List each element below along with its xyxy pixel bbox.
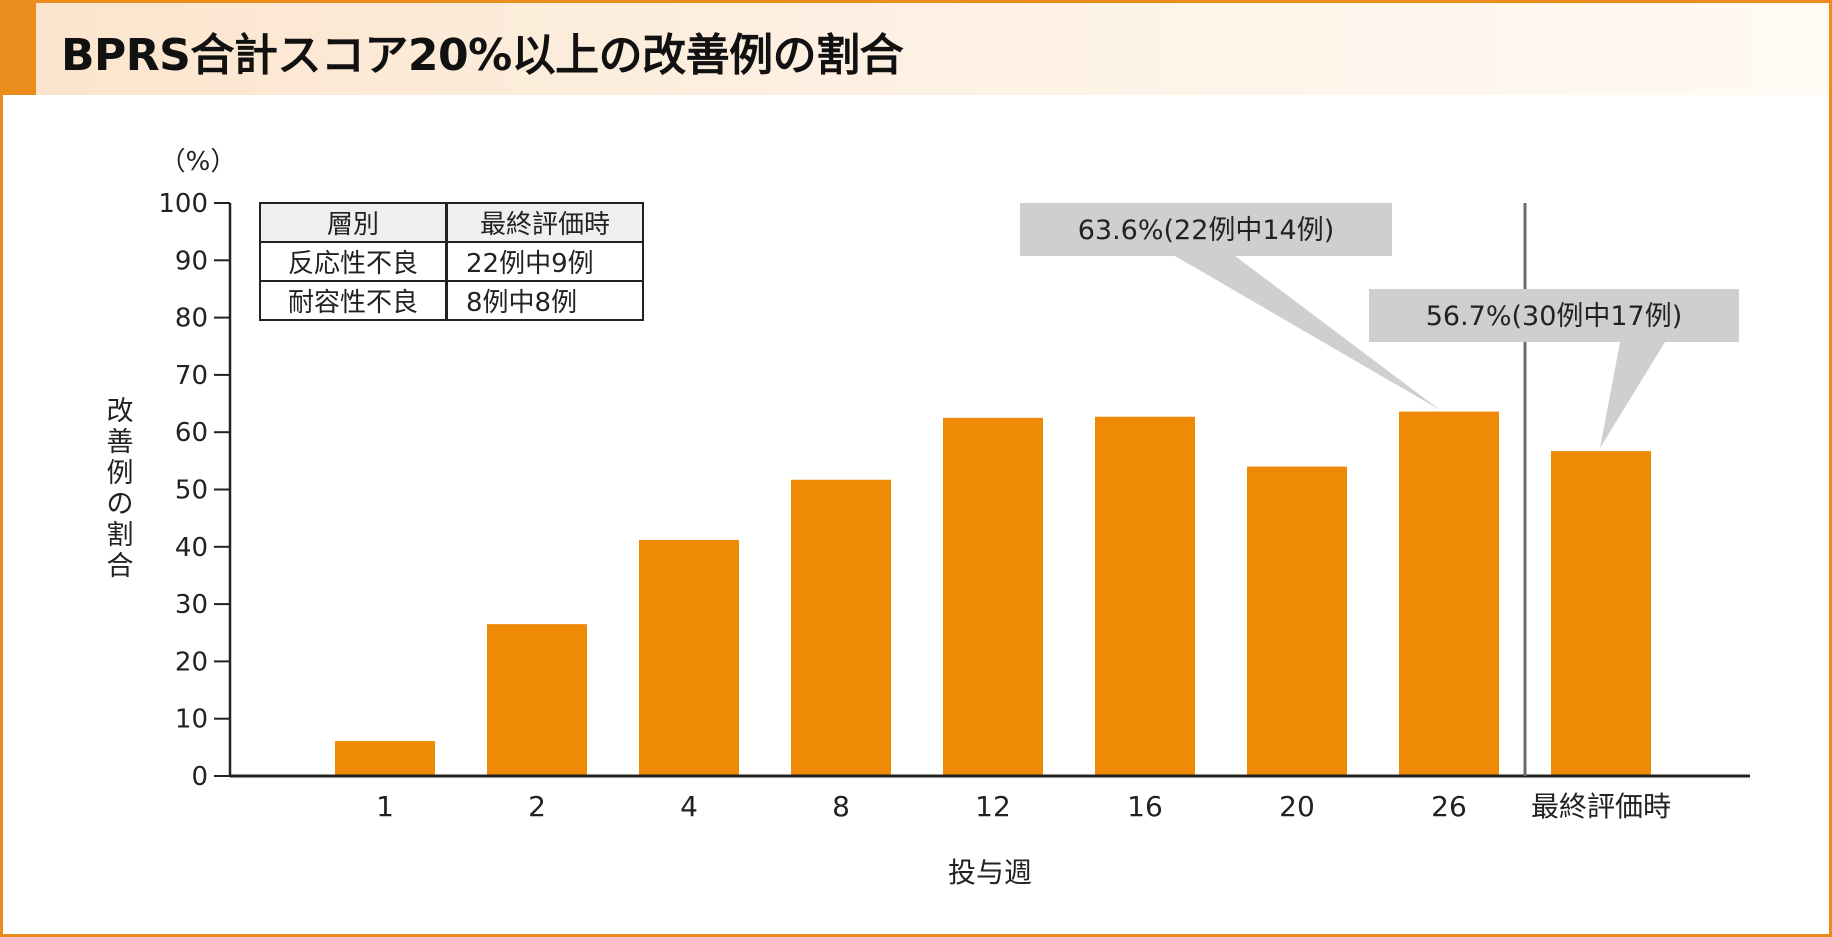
table-cell: 耐容性不良 bbox=[259, 280, 448, 321]
bar-16 bbox=[1095, 416, 1195, 776]
table-row: 反応性不良 22例中9例 bbox=[259, 241, 644, 282]
x-axis-title: 投与週 bbox=[948, 856, 1032, 889]
callout-label: 63.6%(22例中14例) bbox=[1078, 215, 1335, 246]
bar-最終評価時 bbox=[1551, 451, 1651, 776]
callout-box bbox=[1020, 203, 1392, 256]
y-tick-label: 100 bbox=[158, 189, 208, 219]
callout-box bbox=[1369, 289, 1739, 342]
bars-layer bbox=[335, 411, 1651, 776]
table-header-cell: 層別 bbox=[259, 202, 448, 243]
table-cell: 22例中9例 bbox=[445, 241, 644, 282]
bar-26 bbox=[1399, 411, 1499, 776]
y-axis-title-char: の bbox=[107, 489, 134, 520]
y-tick-label: 50 bbox=[175, 476, 208, 506]
chart-title: BPRS合計スコア20%以上の改善例の割合 bbox=[61, 30, 904, 81]
x-tick-label: 16 bbox=[1127, 790, 1163, 823]
y-tick-label: 70 bbox=[175, 361, 208, 391]
y-tick-label: 80 bbox=[175, 304, 208, 334]
x-tick-label: 4 bbox=[680, 790, 698, 823]
y-axis-title-char: 善 bbox=[107, 427, 134, 458]
y-axis-title-char: 例 bbox=[107, 458, 134, 489]
x-tick-label: 最終評価時 bbox=[1531, 790, 1671, 823]
y-axis-title-char: 改 bbox=[107, 396, 134, 427]
y-tick-label: 20 bbox=[175, 647, 208, 677]
y-tick-label: 10 bbox=[175, 705, 208, 735]
table-cell: 8例中8例 bbox=[445, 280, 644, 321]
x-tick-label: 2 bbox=[528, 790, 546, 823]
y-tick-label: 40 bbox=[175, 533, 208, 563]
table-cell: 反応性不良 bbox=[259, 241, 448, 282]
x-tick-label: 20 bbox=[1279, 790, 1315, 823]
callout-label: 56.7%(30例中17例) bbox=[1426, 301, 1683, 332]
y-axis-title-char: 合 bbox=[107, 551, 134, 582]
x-tick-label: 1 bbox=[376, 790, 394, 823]
title-banner: BPRS合計スコア20%以上の改善例の割合 bbox=[3, 3, 1829, 95]
callout-layer: 63.6%(22例中14例) 56.7%(30例中17例) bbox=[1020, 203, 1739, 448]
bar-4 bbox=[639, 539, 739, 776]
bar-1 bbox=[335, 741, 435, 776]
x-tick-label: 8 bbox=[832, 790, 850, 823]
x-tick-label: 12 bbox=[975, 790, 1011, 823]
stratification-table: 層別 最終評価時 反応性不良 22例中9例 耐容性不良 8例中8例 bbox=[259, 202, 644, 321]
y-axis-title-char: 割 bbox=[107, 520, 134, 551]
title-accent-bar bbox=[3, 3, 36, 95]
callout-pointer bbox=[1175, 256, 1440, 410]
y-tick-label: 60 bbox=[175, 418, 208, 448]
bar-12 bbox=[943, 417, 1043, 776]
y-axis-unit: （%） bbox=[160, 147, 237, 177]
bar-20 bbox=[1247, 466, 1347, 776]
table-header-row: 層別 最終評価時 bbox=[259, 202, 644, 243]
x-tick-label: 26 bbox=[1431, 790, 1467, 823]
y-tick-label: 30 bbox=[175, 590, 208, 620]
table-header-cell: 最終評価時 bbox=[445, 202, 644, 243]
y-tick-label: 90 bbox=[175, 246, 208, 276]
callout-pointer bbox=[1600, 342, 1665, 448]
bar-8 bbox=[791, 479, 891, 776]
table-row: 耐容性不良 8例中8例 bbox=[259, 280, 644, 321]
y-tick-label: 0 bbox=[191, 762, 208, 792]
bar-2 bbox=[487, 624, 587, 776]
